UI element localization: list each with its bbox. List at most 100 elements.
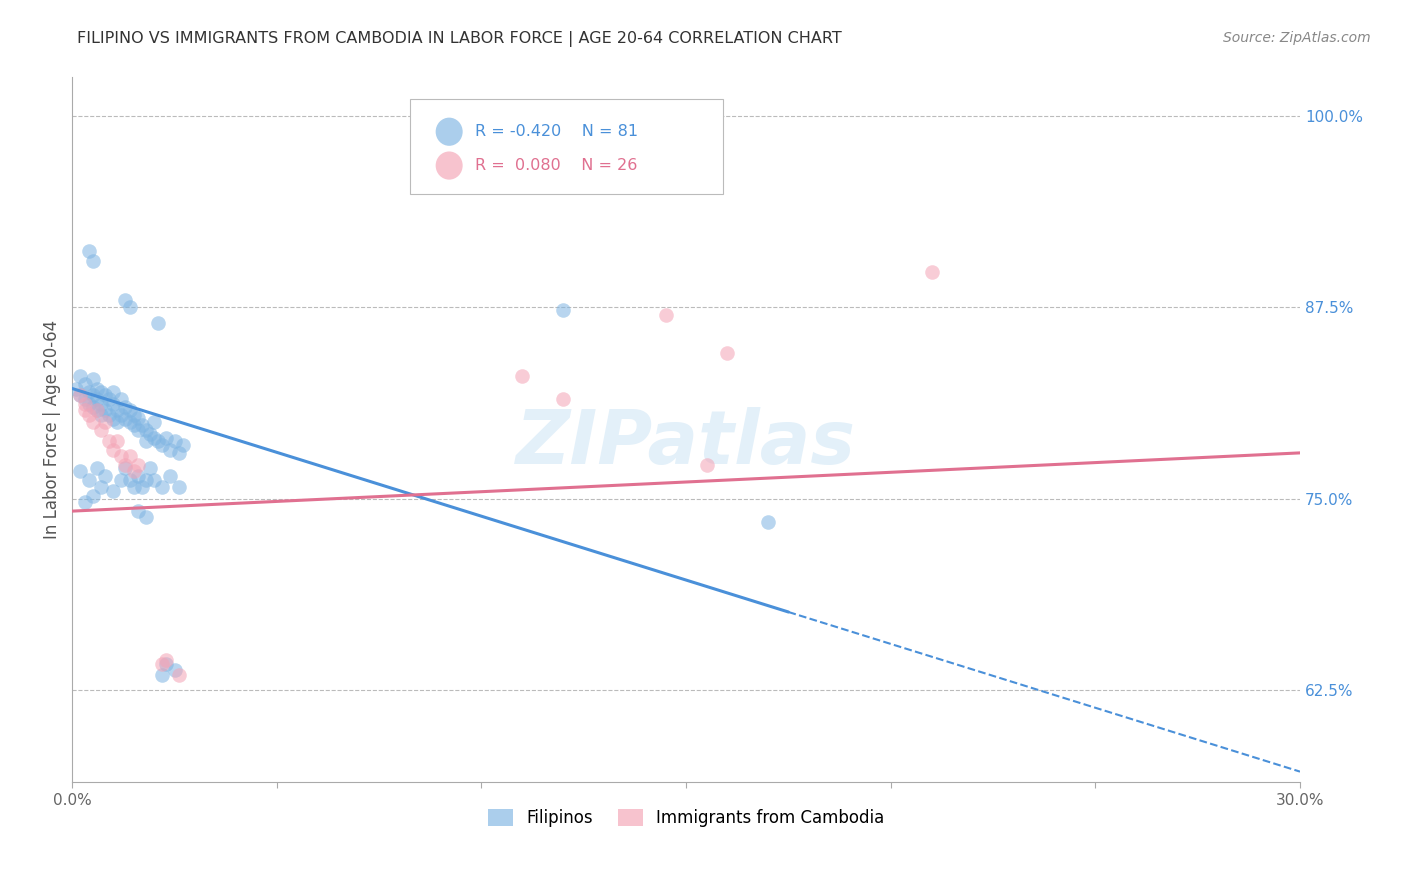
Point [94, 403, 117, 417]
Point [69, 369, 91, 384]
Y-axis label: In Labor Force | Age 20-64: In Labor Force | Age 20-64 [44, 320, 60, 540]
Point [122, 418, 145, 433]
Point [73, 403, 96, 417]
Point [118, 415, 141, 429]
Point [148, 434, 170, 448]
Point [167, 668, 190, 682]
Point [172, 438, 194, 452]
Point [127, 458, 149, 472]
Point [114, 412, 136, 426]
Point [143, 415, 166, 429]
Point [98, 434, 121, 448]
Point [135, 474, 157, 488]
Point [86, 382, 108, 396]
Point [114, 293, 136, 307]
Text: Source: ZipAtlas.com: Source: ZipAtlas.com [1223, 31, 1371, 45]
Ellipse shape [436, 152, 463, 179]
Point [98, 408, 121, 422]
Text: FILIPINO VS IMMIGRANTS FROM CAMBODIA IN LABOR FORCE | AGE 20-64 CORRELATION CHAR: FILIPINO VS IMMIGRANTS FROM CAMBODIA IN … [77, 31, 842, 47]
Point [163, 434, 186, 448]
Point [114, 458, 136, 472]
Point [150, 657, 173, 672]
Point [86, 392, 108, 407]
Point [756, 515, 779, 529]
Point [101, 484, 124, 499]
Point [159, 442, 181, 457]
Point [94, 468, 117, 483]
Point [101, 384, 124, 399]
Point [553, 303, 575, 318]
Point [127, 504, 149, 518]
Point [90, 408, 112, 422]
Point [150, 668, 173, 682]
Point [82, 400, 104, 414]
Point [131, 418, 153, 433]
Legend: Filipinos, Immigrants from Cambodia: Filipinos, Immigrants from Cambodia [481, 803, 891, 834]
Text: R =  0.080    N = 26: R = 0.080 N = 26 [475, 158, 637, 173]
Point [696, 458, 718, 472]
Point [114, 461, 136, 475]
Point [90, 397, 112, 411]
Point [86, 403, 108, 417]
Ellipse shape [436, 118, 463, 145]
Point [654, 308, 676, 322]
Point [77, 384, 100, 399]
Point [105, 415, 128, 429]
Point [118, 403, 141, 417]
Point [105, 434, 128, 448]
Point [127, 410, 149, 425]
Point [90, 384, 112, 399]
Point [139, 427, 162, 442]
Point [82, 372, 104, 386]
Point [135, 510, 157, 524]
Point [491, 786, 513, 800]
Point [110, 408, 132, 422]
Point [114, 400, 136, 414]
Point [118, 301, 141, 315]
Point [131, 480, 153, 494]
Point [77, 408, 100, 422]
Point [86, 461, 108, 475]
Point [135, 423, 157, 437]
Point [101, 412, 124, 426]
Point [553, 392, 575, 407]
Point [122, 464, 145, 478]
Point [90, 423, 112, 437]
Point [150, 480, 173, 494]
Point [143, 431, 166, 445]
Point [122, 408, 145, 422]
Point [155, 431, 177, 445]
Point [82, 254, 104, 268]
Point [127, 468, 149, 483]
Point [73, 397, 96, 411]
Point [90, 480, 112, 494]
Point [82, 387, 104, 401]
Point [159, 468, 181, 483]
Point [163, 664, 186, 678]
Point [110, 474, 132, 488]
Point [118, 474, 141, 488]
Point [73, 376, 96, 391]
Point [65, 382, 87, 396]
Point [122, 480, 145, 494]
Point [143, 474, 166, 488]
Point [82, 489, 104, 503]
Point [86, 403, 108, 417]
Point [73, 495, 96, 509]
Point [127, 423, 149, 437]
Point [101, 442, 124, 457]
Point [150, 438, 173, 452]
Point [167, 446, 190, 460]
Point [82, 415, 104, 429]
Point [139, 461, 162, 475]
Point [94, 415, 117, 429]
Point [98, 392, 121, 407]
Point [77, 474, 100, 488]
Point [94, 387, 117, 401]
Point [110, 392, 132, 407]
Point [155, 657, 177, 672]
Point [69, 387, 91, 401]
Point [921, 265, 943, 279]
Point [77, 397, 100, 411]
Text: R = -0.420    N = 81: R = -0.420 N = 81 [475, 124, 638, 139]
